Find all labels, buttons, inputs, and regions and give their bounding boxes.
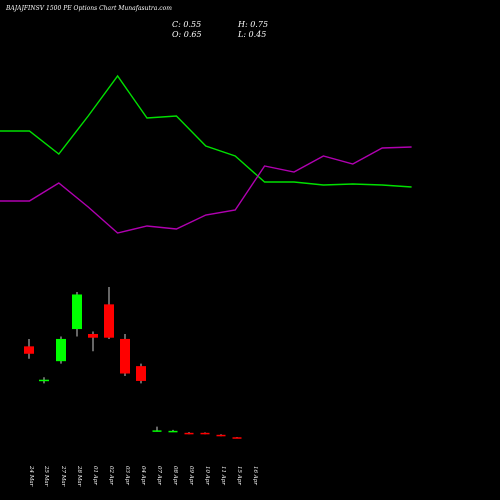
x-axis-tick-labels: 24 Mar 25 Mar 27 Mar 28 Mar 01 Apr 02 Apr 03 A… — [28, 465, 258, 487]
candlestick-series — [24, 287, 242, 439]
x-tick-label: 01 Apr — [92, 466, 98, 485]
x-tick-label: 03 Apr — [124, 466, 130, 485]
candle-body — [104, 304, 114, 338]
x-tick-label: 07 Apr — [156, 466, 162, 485]
candle-body — [56, 338, 66, 362]
low-readout: L: 0.45 — [237, 30, 266, 39]
candle-body — [72, 294, 82, 330]
close-readout: C: 0.55 — [172, 20, 201, 29]
candle-body — [120, 338, 130, 374]
candle-body — [184, 432, 194, 435]
x-tick-label: 09 Apr — [188, 466, 194, 485]
x-tick-label: 15 Apr — [236, 466, 242, 485]
indicator-lines — [0, 74, 412, 234]
x-tick-label: 28 Mar — [76, 465, 82, 487]
x-tick-label: 25 Mar — [43, 465, 49, 487]
chart-title: BAJAJFINSV 1500 PE Options Chart Munafas… — [5, 5, 172, 12]
candle-body — [232, 437, 242, 439]
candle-body — [168, 430, 178, 433]
high-readout: H: 0.75 — [237, 20, 268, 29]
candle-body — [152, 430, 162, 432]
candle-body — [216, 434, 226, 437]
indicator-line-2 — [0, 146, 412, 234]
indicator-line-1 — [0, 74, 412, 188]
candle-body — [24, 346, 34, 354]
x-tick-label: 27 Mar — [60, 465, 66, 487]
x-tick-label: 24 Mar — [28, 465, 34, 487]
x-tick-label: 16 Apr — [252, 466, 258, 485]
candle-body — [88, 334, 98, 338]
x-tick-label: 04 Apr — [140, 466, 146, 485]
candle-body — [136, 366, 146, 381]
candle-body — [39, 379, 49, 382]
x-tick-label: 10 Apr — [204, 466, 210, 485]
candle-body — [200, 432, 210, 435]
x-tick-label: 11 Apr — [220, 466, 226, 485]
x-tick-label: 08 Apr — [172, 466, 178, 485]
x-tick-label: 02 Apr — [108, 466, 114, 485]
open-readout: O: 0.65 — [172, 30, 202, 39]
